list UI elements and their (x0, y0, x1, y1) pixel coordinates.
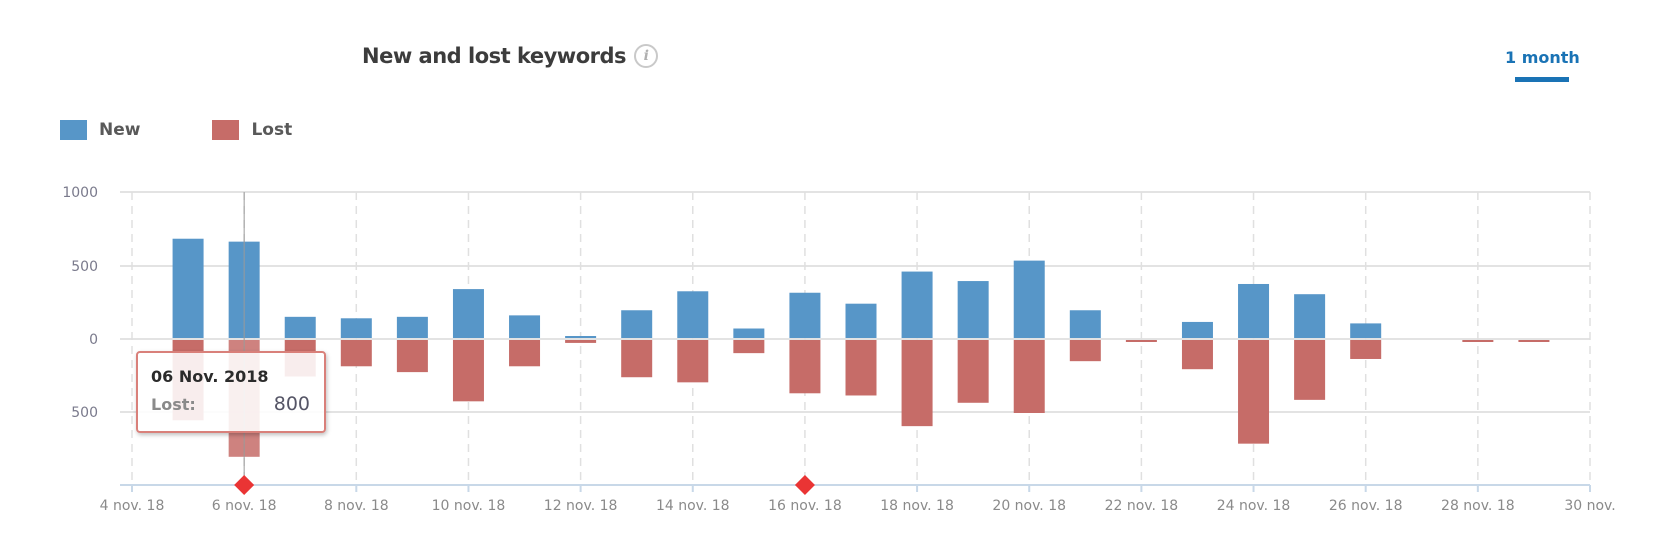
bar-new (901, 271, 933, 338)
bar-lost (1238, 340, 1270, 444)
y-tick-label: 500 (71, 259, 98, 275)
y-tick-label: 500 (71, 405, 98, 421)
bar-lost (733, 340, 765, 354)
bar-new (1238, 283, 1270, 338)
x-tick-label: 26 nov. 18 (1329, 498, 1403, 514)
legend-item-lost[interactable]: Lost (212, 120, 292, 140)
bar-lost (452, 340, 484, 402)
x-tick-label: 30 nov. (1564, 498, 1615, 514)
event-marker-icon[interactable] (234, 475, 255, 495)
bar-new (733, 328, 765, 338)
bar-new (172, 238, 204, 338)
bar-new (1013, 260, 1045, 338)
bar-lost (1462, 340, 1494, 342)
bar-lost (396, 340, 428, 373)
y-tick-label: 1000 (62, 185, 98, 201)
legend-label-new: New (99, 120, 141, 140)
legend-swatch-new (60, 120, 87, 140)
x-tick-label: 12 nov. 18 (544, 498, 618, 514)
chart-tooltip: 06 Nov. 2018 Lost: 800 (136, 351, 326, 433)
bar-new (565, 336, 597, 338)
x-tick-label: 22 nov. 18 (1105, 498, 1179, 514)
x-tick-label: 28 nov. 18 (1441, 498, 1515, 514)
bar-new (452, 289, 484, 338)
bar-lost (845, 340, 877, 396)
legend-item-new[interactable]: New (60, 120, 140, 140)
bar-new (957, 281, 989, 338)
bar-lost (901, 340, 933, 427)
x-tick-label: 24 nov. 18 (1217, 498, 1291, 514)
x-tick-label: 14 nov. 18 (656, 498, 730, 514)
bar-lost (1518, 340, 1550, 342)
x-tick-label: 8 nov. 18 (324, 498, 389, 514)
bar-lost (1350, 340, 1382, 359)
bar-lost (1181, 340, 1213, 370)
period-tab-1-month[interactable]: 1 month (1505, 48, 1580, 67)
bar-new (789, 292, 821, 338)
bar-new (509, 315, 541, 338)
x-tick-label: 6 nov. 18 (212, 498, 277, 514)
chart-legend: New Lost (60, 120, 292, 140)
info-icon[interactable]: i (634, 44, 659, 68)
bar-new (340, 318, 372, 338)
x-tick-label: 16 nov. 18 (768, 498, 842, 514)
event-marker-icon[interactable] (794, 475, 815, 495)
bar-lost (677, 340, 709, 383)
bar-lost (789, 340, 821, 394)
bar-new (621, 310, 653, 338)
bar-new (1069, 310, 1101, 338)
bar-lost (340, 340, 372, 367)
bar-lost (1294, 340, 1326, 400)
bar-new (1294, 294, 1326, 338)
x-tick-label: 20 nov. 18 (992, 498, 1066, 514)
bar-new (1181, 321, 1213, 338)
active-tab-underline (1515, 77, 1569, 82)
bar-new (677, 291, 709, 338)
legend-label-lost: Lost (251, 120, 293, 140)
chart-title: New and lost keywords i (362, 44, 659, 68)
bar-lost (509, 340, 541, 367)
chart-title-text: New and lost keywords (362, 44, 627, 68)
x-tick-label: 10 nov. 18 (432, 498, 506, 514)
x-tick-label: 4 nov. 18 (100, 498, 165, 514)
tooltip-date: 06 Nov. 2018 (151, 367, 269, 386)
y-tick-label: 0 (89, 332, 98, 348)
tooltip-value: 800 (273, 393, 310, 415)
bar-new (845, 303, 877, 338)
bar-lost (957, 340, 989, 403)
bar-lost (1069, 340, 1101, 362)
bar-new (284, 316, 316, 338)
bar-new (1350, 323, 1382, 338)
bar-lost (565, 340, 597, 343)
bar-lost (621, 340, 653, 378)
bar-new (396, 316, 428, 338)
x-tick-label: 18 nov. 18 (880, 498, 954, 514)
tooltip-label: Lost: (151, 395, 196, 414)
bar-lost (1013, 340, 1045, 413)
bar-lost (1125, 340, 1157, 342)
legend-swatch-lost (212, 120, 240, 140)
